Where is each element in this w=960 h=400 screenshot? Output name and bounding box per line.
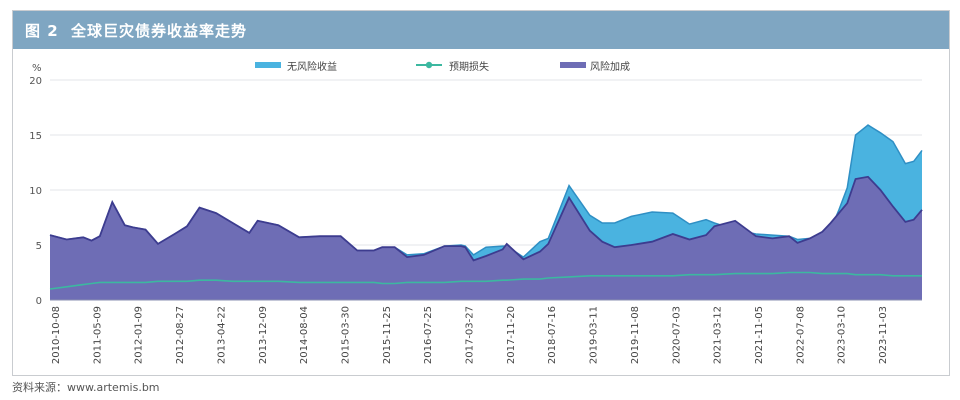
x-tick-label: 2018-07-16 — [547, 306, 558, 364]
x-tick-label: 2016-07-25 — [423, 306, 434, 364]
x-tick-label: 2020-07-03 — [671, 306, 682, 364]
legend-swatch-risk-free — [255, 62, 281, 68]
x-tick-label: 2011-05-09 — [92, 306, 103, 364]
chart-frame: 图 2 全球巨灾债券收益率走势 — [12, 10, 950, 376]
figure-label: 图 2 — [25, 22, 59, 40]
x-tick-label: 2017-11-20 — [506, 306, 517, 364]
x-tick-label: 2012-01-09 — [134, 306, 145, 364]
expected-loss-line — [49, 271, 922, 290]
legend-swatch-risk-premium — [560, 62, 586, 68]
legend-label-expected-loss: 预期损失 — [449, 60, 489, 73]
y-axis-unit: % — [32, 63, 42, 74]
legend-label-risk-premium: 风险加成 — [590, 60, 630, 73]
risk-premium-edge — [49, 175, 923, 262]
x-tick-label: 2017-03-27 — [465, 306, 476, 364]
legend-marker-expected-loss — [425, 61, 433, 69]
x-tick-label: 2014-08-04 — [299, 306, 310, 364]
x-tick-label: 2010-10-08 — [51, 306, 62, 364]
source-note: 资料来源：www.artemis.bm — [12, 381, 160, 394]
y-tick-label: 10 — [29, 186, 42, 197]
chart-header: 图 2 全球巨灾债券收益率走势 — [13, 11, 949, 49]
y-tick-label: 0 — [36, 296, 42, 307]
x-tick-label: 2012-08-27 — [175, 306, 186, 364]
x-tick-label: 2015-03-30 — [340, 306, 351, 364]
risk-premium-area — [50, 176, 922, 300]
x-tick-label: 2015-11-25 — [382, 306, 393, 364]
y-tick-label: 5 — [36, 241, 42, 252]
y-tick-label: 15 — [29, 131, 42, 142]
x-tick-label: 2019-03-11 — [589, 306, 600, 364]
x-tick-label: 2023-11-03 — [878, 306, 889, 364]
x-tick-label: 2013-04-22 — [216, 306, 227, 364]
x-tick-label: 2022-07-08 — [795, 306, 806, 364]
chart-title: 全球巨灾债券收益率走势 — [71, 22, 248, 40]
x-tick-label: 2021-03-12 — [713, 306, 724, 364]
legend-label-risk-free: 无风险收益 — [287, 60, 337, 73]
y-tick-label: 20 — [29, 76, 42, 87]
x-tick-label: 2021-11-05 — [754, 306, 765, 364]
x-tick-label: 2013-12-09 — [258, 306, 269, 364]
x-tick-label: 2023-03-10 — [837, 306, 848, 364]
x-tick-label: 2019-11-08 — [630, 306, 641, 364]
